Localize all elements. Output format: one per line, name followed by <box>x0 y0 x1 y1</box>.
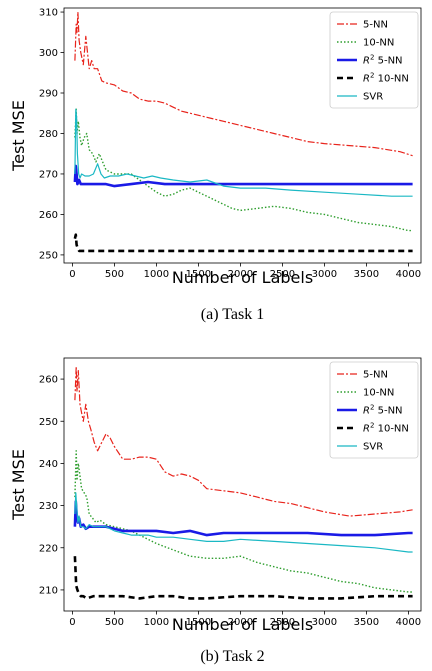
legend-label: SVR <box>363 442 383 453</box>
x-tick-label: 3500 <box>354 269 379 280</box>
legend-box <box>329 361 419 459</box>
x-tick-label: 2500 <box>270 269 295 280</box>
x-tick-label: 2500 <box>270 617 295 628</box>
x-tick-label: 4000 <box>396 269 421 280</box>
x-tick-label: 4000 <box>396 617 421 628</box>
x-tick-label: 0 <box>69 617 75 628</box>
x-tick-label: 1000 <box>144 617 169 628</box>
y-tick-label: 310 <box>39 8 58 19</box>
series-line-10-nn <box>74 450 413 593</box>
figure-caption: (b) Task 2 <box>200 648 264 665</box>
chart-panel-1: 0 500 1000 1500 2000 2500 3000 3500 4000 250 260 27… <box>9 7 422 323</box>
legend-box <box>329 11 419 109</box>
x-tick-label: 1500 <box>186 617 211 628</box>
x-tick-label: 500 <box>105 269 124 280</box>
y-tick-label: 230 <box>39 501 58 512</box>
series-line-5-nn <box>74 11 413 157</box>
x-tick-label: 2000 <box>228 617 253 628</box>
y-tick-label: 210 <box>39 585 58 596</box>
chart-panel-2: 0 500 1000 1500 2000 2500 3000 3500 4000 210 220 23… <box>9 357 422 665</box>
x-tick-label: 3000 <box>312 269 337 280</box>
x-tick-label: 3000 <box>312 617 337 628</box>
x-tick-label: 500 <box>105 617 124 628</box>
legend-label: R2 10-NN <box>363 422 409 435</box>
x-axis-label: Number of Labels <box>172 615 313 634</box>
plot-frame <box>63 357 422 612</box>
y-tick-label: 240 <box>39 459 58 470</box>
series-line-svr <box>74 492 413 553</box>
series-line-r-10-nn <box>73 556 413 600</box>
legend-label: 5-NN <box>363 370 388 381</box>
legend-label: R2 10-NN <box>363 72 409 85</box>
legend-label: 10-NN <box>363 38 394 49</box>
y-tick-label: 220 <box>39 543 58 554</box>
legend-label: SVR <box>363 92 383 103</box>
series-line-r-10-nn <box>73 233 413 253</box>
y-axis-label: Test MSE <box>9 449 28 521</box>
y-tick-label: 280 <box>39 129 58 140</box>
figure-caption: (a) Task 1 <box>201 306 264 323</box>
y-tick-label: 260 <box>39 210 58 221</box>
y-tick-label: 250 <box>39 417 58 428</box>
series-line-10-nn <box>74 108 413 232</box>
legend-label: 10-NN <box>363 388 394 399</box>
legend: 5-NN 10-NN R2 5-NN R2 10-NN SVR <box>329 11 419 109</box>
legend-label: R2 5-NN <box>363 404 403 417</box>
x-tick-label: 1000 <box>144 269 169 280</box>
y-tick-label: 290 <box>39 89 58 100</box>
series-line-5-nn <box>74 365 413 517</box>
legend-label: R2 5-NN <box>363 54 403 67</box>
y-axis-label: Test MSE <box>9 100 28 172</box>
series-line-r-5-nn <box>73 164 413 188</box>
series-line-r-5-nn <box>73 500 413 537</box>
x-tick-label: 2000 <box>228 269 253 280</box>
y-tick-label: 260 <box>39 375 58 386</box>
x-tick-label: 0 <box>69 269 75 280</box>
y-tick-label: 270 <box>39 169 58 180</box>
x-tick-label: 3500 <box>354 617 379 628</box>
plot-frame <box>63 7 422 264</box>
y-tick-label: 300 <box>39 48 58 59</box>
legend: 5-NN 10-NN R2 5-NN R2 10-NN SVR <box>329 361 419 459</box>
x-axis-label: Number of Labels <box>172 268 313 287</box>
series-line-svr <box>74 108 413 197</box>
x-tick-label: 1500 <box>186 269 211 280</box>
y-tick-label: 250 <box>39 250 58 261</box>
legend-label: 5-NN <box>363 20 388 31</box>
